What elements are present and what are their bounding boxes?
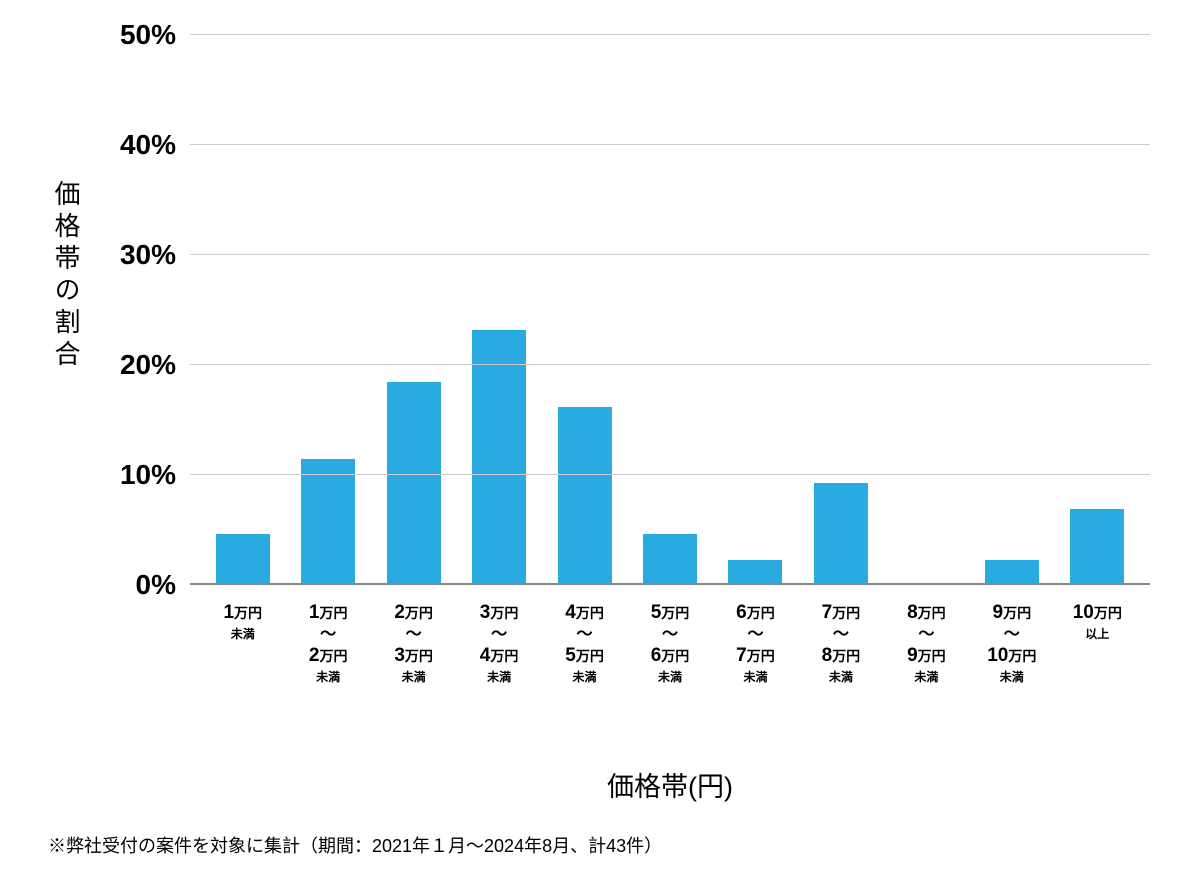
bar (558, 407, 612, 585)
bar-slot (884, 35, 969, 585)
y-axis-label: 価格帯の割合 (48, 180, 85, 372)
gridline (190, 254, 1150, 255)
gridline (190, 474, 1150, 475)
x-tick-label: 3万円〜4万円未満 (456, 600, 541, 685)
bar (387, 382, 441, 586)
y-tick-label: 10% (120, 459, 176, 491)
bar-slot (371, 35, 456, 585)
x-tick-label: 5万円〜6万円未満 (627, 600, 712, 685)
bar (301, 459, 355, 586)
chart-footnote: ※弊社受付の案件を対象に集計（期間：2021年１月〜2024年8月、計43件） (48, 832, 662, 858)
gridline (190, 364, 1150, 365)
x-tick-label: 1万円〜2万円未満 (285, 600, 370, 685)
bar-slot (456, 35, 541, 585)
bar (643, 534, 697, 585)
axis-baseline (190, 583, 1150, 585)
bar-slot (542, 35, 627, 585)
bar (814, 483, 868, 585)
bars-group (190, 35, 1150, 585)
y-tick-label: 30% (120, 239, 176, 271)
x-tick-label: 9万円〜10万円未満 (969, 600, 1054, 685)
bar-slot (285, 35, 370, 585)
x-axis-label: 価格帯(円) (190, 765, 1150, 804)
y-tick-label: 0% (136, 569, 176, 601)
bar (472, 330, 526, 585)
x-tick-label: 6万円〜7万円未満 (713, 600, 798, 685)
y-tick-label: 40% (120, 129, 176, 161)
gridline (190, 34, 1150, 35)
x-tick-label: 2万円〜3万円未満 (371, 600, 456, 685)
bar-slot (713, 35, 798, 585)
bar (1070, 509, 1124, 585)
gridline (190, 144, 1150, 145)
x-tick-label: 8万円〜9万円未満 (884, 600, 969, 685)
plot-area: 0%10%20%30%40%50% (190, 35, 1150, 585)
bar-slot (1055, 35, 1140, 585)
bar (728, 560, 782, 585)
bar-slot (969, 35, 1054, 585)
bar (985, 560, 1039, 585)
y-tick-label: 20% (120, 349, 176, 381)
x-tick-label: 7万円〜8万円未満 (798, 600, 883, 685)
x-tick-label: 10万円以上 (1055, 600, 1140, 685)
bar-slot (200, 35, 285, 585)
bar (216, 534, 270, 585)
price-distribution-chart: 価格帯の割合 0%10%20%30%40%50% 1万円未満1万円〜2万円未満2… (0, 0, 1200, 874)
y-tick-label: 50% (120, 19, 176, 51)
x-tick-label: 1万円未満 (200, 600, 285, 685)
x-axis-tick-labels: 1万円未満1万円〜2万円未満2万円〜3万円未満3万円〜4万円未満4万円〜5万円未… (190, 600, 1150, 685)
bar-slot (798, 35, 883, 585)
x-tick-label: 4万円〜5万円未満 (542, 600, 627, 685)
bar-slot (627, 35, 712, 585)
